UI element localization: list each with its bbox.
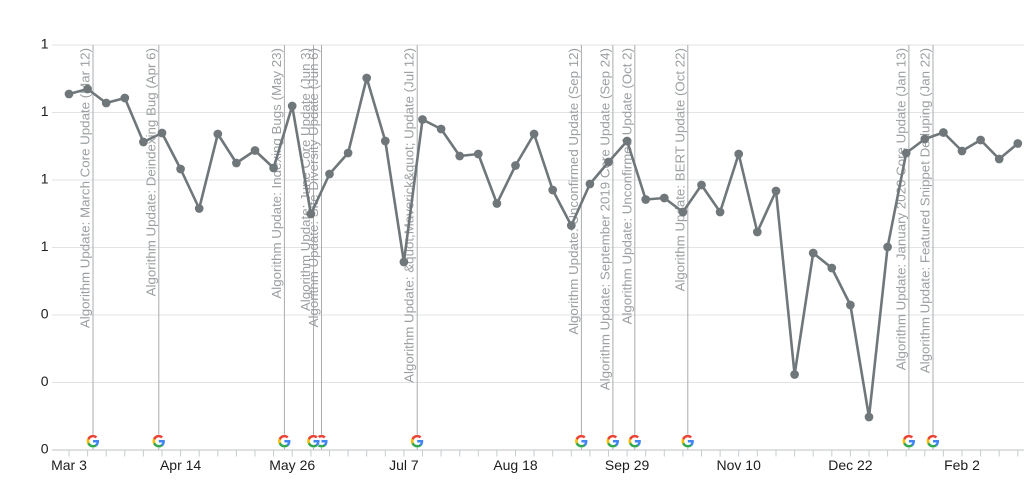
svg-text:Jul 7: Jul 7 — [389, 457, 419, 473]
svg-text:Algorithm Update: Deindexing B: Algorithm Update: Deindexing Bug (Apr 6) — [143, 48, 158, 296]
svg-text:0: 0 — [41, 305, 49, 321]
svg-text:Algorithm Update: Site Diversi: Algorithm Update: Site Diversity Update … — [306, 48, 321, 327]
svg-text:Algorithm Update: January 2020: Algorithm Update: January 2020 Core Upda… — [893, 48, 908, 370]
svg-text:Algorithm Update: Unconfirmed: Algorithm Update: Unconfirmed Update (Oc… — [619, 48, 634, 324]
svg-text:1: 1 — [41, 35, 49, 51]
svg-text:0: 0 — [41, 373, 49, 389]
svg-text:Algorithm Update: Unconfirmed: Algorithm Update: Unconfirmed Update (Se… — [566, 48, 581, 335]
svg-text:1: 1 — [41, 103, 49, 119]
svg-text:1: 1 — [41, 238, 49, 254]
svg-text:Apr 14: Apr 14 — [160, 457, 201, 473]
svg-text:Algorithm Update: Featured Sni: Algorithm Update: Featured Snippet Dedup… — [918, 48, 933, 373]
svg-text:May 26: May 26 — [269, 457, 315, 473]
svg-text:Aug 18: Aug 18 — [493, 457, 538, 473]
svg-text:Algorithm Update: BERT Update: Algorithm Update: BERT Update (Oct 22) — [672, 48, 687, 291]
svg-text:Algorithm Update: March Core U: Algorithm Update: March Core Update (Mar… — [78, 48, 93, 328]
svg-text:Sep 29: Sep 29 — [605, 457, 650, 473]
svg-text:Algorithm Update: September 20: Algorithm Update: September 2019 Core Up… — [597, 48, 612, 390]
svg-text:Algorithm Update: Indexing Bug: Algorithm Update: Indexing Bugs (May 23) — [269, 48, 284, 299]
svg-text:Feb 2: Feb 2 — [944, 457, 980, 473]
svg-text:Nov 10: Nov 10 — [717, 457, 762, 473]
svg-text:Dec 22: Dec 22 — [828, 457, 873, 473]
svg-text:0: 0 — [41, 440, 49, 456]
svg-text:1: 1 — [41, 170, 49, 186]
svg-text:Mar 3: Mar 3 — [51, 457, 87, 473]
